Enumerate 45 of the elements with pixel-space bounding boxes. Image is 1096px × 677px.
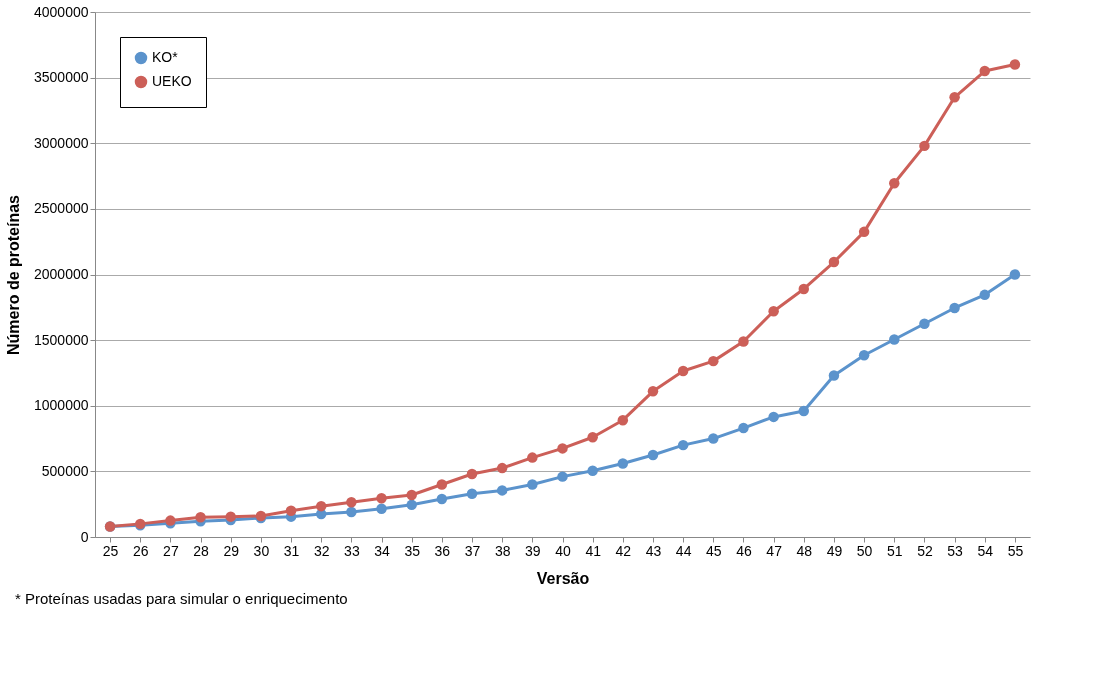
y-tick-label: 1500000	[33, 331, 89, 348]
y-tick-label: 2500000	[33, 200, 89, 217]
legend-label: KO*	[152, 49, 179, 65]
x-tick-label: 31	[283, 542, 300, 559]
x-tick-label: 28	[193, 542, 210, 559]
x-tick-label: 29	[223, 542, 240, 559]
x-tick-label: 26	[132, 542, 149, 559]
y-tick-label: 500000	[41, 462, 89, 479]
x-tick-label: 32	[313, 542, 330, 559]
y-tick-label: 3000000	[33, 134, 89, 151]
x-tick-label: 48	[796, 542, 813, 559]
x-tick-label: 27	[163, 542, 179, 559]
x-tick-label: 50	[856, 542, 873, 559]
x-tick-label: 46	[736, 542, 752, 559]
x-tick-label: 54	[977, 542, 994, 559]
text: * Proteínas usadas para simular o enriquecimento	[15, 590, 348, 607]
x-tick-label: 53	[947, 542, 964, 559]
x-tick-label: 33	[344, 542, 360, 559]
x-tick-label: 42	[615, 542, 632, 559]
y-tick-label: 1000000	[33, 397, 89, 414]
x-tick-label: 25	[102, 542, 119, 559]
x-tick-label: 38	[494, 542, 511, 559]
x-tick-label: 39	[525, 542, 541, 559]
y-tick-label: 2000000	[33, 266, 89, 282]
y-tick-label: 0	[80, 528, 89, 545]
x-tick-label: 40	[555, 542, 571, 559]
x-tick-label: 49	[826, 542, 843, 559]
y-axis-title: Número de proteínas	[5, 194, 22, 356]
x-tick-label: 35	[404, 542, 421, 559]
y-tick-label: 4000000	[33, 3, 89, 20]
x-tick-label: 43	[645, 542, 662, 559]
x-tick-label: 41	[585, 542, 602, 559]
x-axis-title: Versão	[536, 569, 590, 587]
x-tick-label: 36	[434, 542, 451, 559]
x-tick-label: 45	[706, 542, 722, 559]
legend-label: UEKO	[152, 73, 192, 89]
y-tick-label: 3500000	[33, 69, 89, 86]
x-tick-label: 30	[253, 542, 270, 559]
x-tick-label: 37	[464, 542, 481, 559]
x-tick-label: 34	[374, 542, 391, 559]
x-tick-label: 44	[675, 542, 692, 559]
x-tick-label: 52	[917, 542, 933, 559]
x-tick-label: 55	[1007, 542, 1024, 559]
x-tick-label: 51	[886, 542, 903, 559]
x-tick-label: 47	[766, 542, 783, 559]
